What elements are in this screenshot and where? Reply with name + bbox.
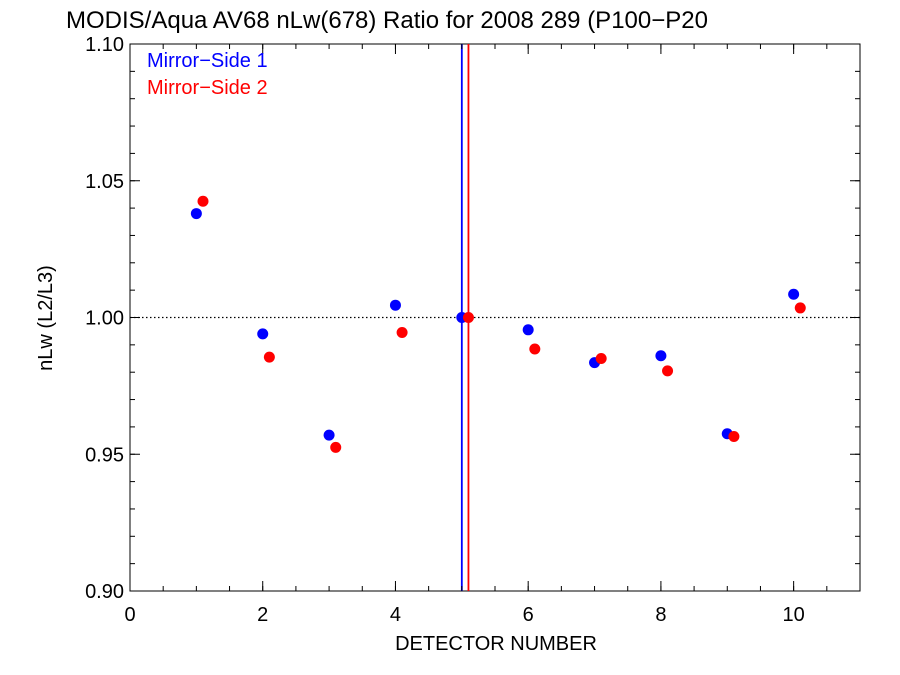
data-point-series-2 (462, 312, 474, 323)
data-point-series-1 (257, 328, 269, 340)
data-point-series-2 (728, 430, 740, 442)
x-tick-label: 0 (124, 604, 135, 626)
x-axis-label: DETECTOR NUMBER (395, 633, 597, 655)
legend: Mirror−Side 1 Mirror−Side 2 (147, 50, 268, 99)
data-point-series-2 (794, 302, 806, 314)
x-tick-label: 10 (783, 604, 805, 626)
x-tick-label: 4 (390, 604, 401, 626)
y-tick-label: 0.95 (85, 444, 124, 466)
y-axis-label: nLw (L2/L3) (35, 265, 57, 371)
tick-labels: 0 2 4 6 8 10 0.90 0.95 1.00 1.05 1.10 (85, 34, 805, 626)
data-point-series-2 (330, 441, 342, 453)
y-tick-label: 0.90 (85, 581, 124, 603)
data-point-series-1 (389, 299, 401, 311)
data-point-series-1 (190, 208, 202, 220)
data-point-series-1 (788, 288, 800, 300)
y-tick-label: 1.10 (85, 34, 124, 56)
data-point-series-2 (662, 365, 674, 377)
legend-entry: Mirror−Side 2 (147, 77, 268, 99)
data-point-series-2 (263, 351, 275, 363)
x-tick-label: 8 (655, 604, 666, 626)
reference-lines (130, 44, 860, 591)
data-point-series-2 (595, 353, 607, 365)
data-points (190, 195, 806, 453)
data-point-series-2 (529, 343, 541, 355)
x-tick-label: 6 (523, 604, 534, 626)
data-point-series-1 (522, 324, 534, 336)
x-tick-label: 2 (257, 604, 268, 626)
data-point-series-1 (655, 350, 667, 362)
y-tick-label: 1.05 (85, 171, 124, 193)
legend-entry: Mirror−Side 1 (147, 50, 268, 72)
chart-title: MODIS/Aqua AV68 nLw(678) Ratio for 2008 … (66, 7, 708, 34)
data-point-series-2 (197, 195, 209, 207)
data-point-series-2 (396, 327, 408, 339)
data-point-series-1 (323, 429, 335, 441)
y-tick-label: 1.00 (85, 308, 124, 330)
axis-ticks (129, 43, 860, 592)
